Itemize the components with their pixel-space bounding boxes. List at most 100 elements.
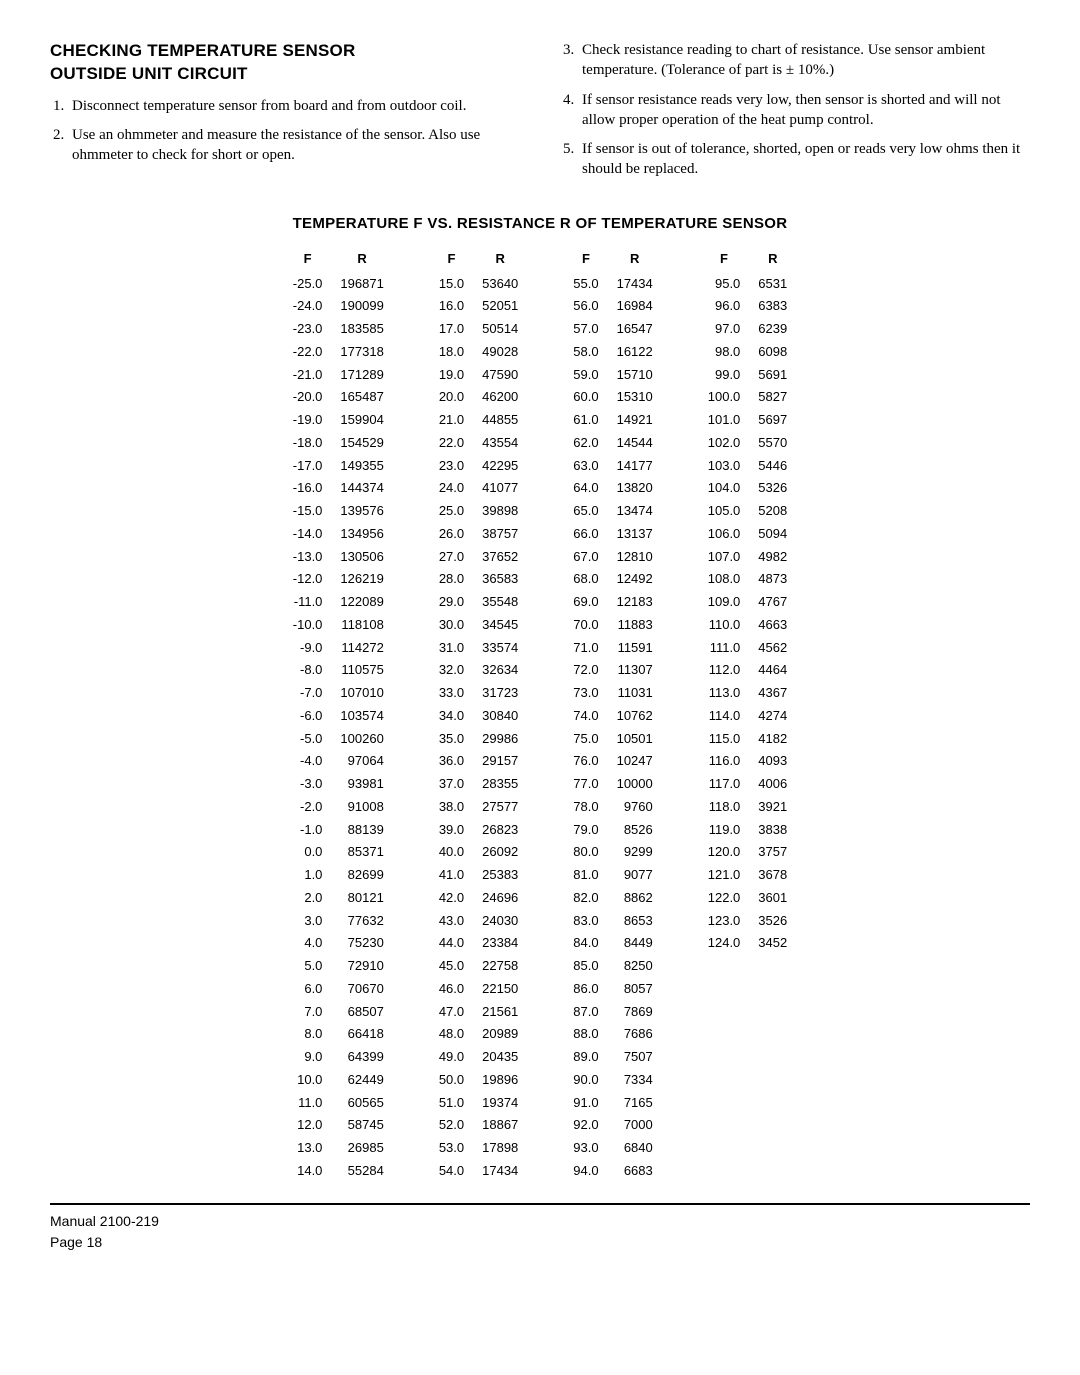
f-cell: 76.0 xyxy=(573,750,598,773)
f-cell: 31.0 xyxy=(439,637,464,660)
footer-manual: Manual 2100-219 xyxy=(50,1211,1030,1232)
r-cell: 8250 xyxy=(617,955,653,978)
r-cell: 5094 xyxy=(758,523,787,546)
r-cell: 93981 xyxy=(340,773,383,796)
r-cell: 32634 xyxy=(482,659,518,682)
r-cell: 14921 xyxy=(617,409,653,432)
r-cell: 91008 xyxy=(340,796,383,819)
r-cell: 3757 xyxy=(758,841,787,864)
f-cell: 10.0 xyxy=(293,1069,323,1092)
f-cell: 36.0 xyxy=(439,750,464,773)
r-cell: 5326 xyxy=(758,477,787,500)
r-cell: 37652 xyxy=(482,546,518,569)
f-cell: -25.0 xyxy=(293,273,323,296)
f-cell: 35.0 xyxy=(439,728,464,751)
f-cell: 89.0 xyxy=(573,1046,598,1069)
f-cell: -22.0 xyxy=(293,341,323,364)
r-cell: 16984 xyxy=(617,295,653,318)
r-cell: 43554 xyxy=(482,432,518,455)
f-cell: 98.0 xyxy=(708,341,741,364)
r-cell: 107010 xyxy=(340,682,383,705)
f-header: F xyxy=(293,248,323,273)
r-cell: 85371 xyxy=(340,841,383,864)
f-cell: -2.0 xyxy=(293,796,323,819)
r-cell: 82699 xyxy=(340,864,383,887)
r-cell: 114272 xyxy=(340,637,383,660)
f-cell: 81.0 xyxy=(573,864,598,887)
r-cell: 13474 xyxy=(617,500,653,523)
right-column: Check resistance reading to chart of res… xyxy=(560,40,1030,189)
f-cell: 39.0 xyxy=(439,819,464,842)
r-cell: 3678 xyxy=(758,864,787,887)
r-cell: 3921 xyxy=(758,796,787,819)
r-cell: 25383 xyxy=(482,864,518,887)
right-step-3: Check resistance reading to chart of res… xyxy=(578,40,1030,81)
f-cell: 110.0 xyxy=(708,614,741,637)
r-cell: 8526 xyxy=(617,819,653,842)
f-cell: -13.0 xyxy=(293,546,323,569)
f-cell: -3.0 xyxy=(293,773,323,796)
r-cell: 4093 xyxy=(758,750,787,773)
f-cell: 34.0 xyxy=(439,705,464,728)
r-cell: 8862 xyxy=(617,887,653,910)
column-pair-1: F15.016.017.018.019.020.021.022.023.024.… xyxy=(439,248,518,1183)
r-cell: 26092 xyxy=(482,841,518,864)
f-cell: -6.0 xyxy=(293,705,323,728)
left-column: CHECKING TEMPERATURE SENSOR OUTSIDE UNIT… xyxy=(50,40,520,189)
f-cell: -1.0 xyxy=(293,819,323,842)
r-cell: 60565 xyxy=(340,1092,383,1115)
r-cell: 11591 xyxy=(617,637,653,660)
f-cell: 53.0 xyxy=(439,1137,464,1160)
right-steps: Check resistance reading to chart of res… xyxy=(560,40,1030,180)
f-cell: 60.0 xyxy=(573,386,598,409)
r-cell: 3601 xyxy=(758,887,787,910)
footer: Manual 2100-219 Page 18 xyxy=(50,1211,1030,1253)
f-cell: 12.0 xyxy=(293,1114,323,1137)
r-cell: 177318 xyxy=(340,341,383,364)
f-cell: -23.0 xyxy=(293,318,323,341)
r-cell: 72910 xyxy=(340,955,383,978)
r-cell: 159904 xyxy=(340,409,383,432)
r-cell: 17434 xyxy=(482,1160,518,1183)
r-cell: 9299 xyxy=(617,841,653,864)
f-cell: 21.0 xyxy=(439,409,464,432)
r-cell: 165487 xyxy=(340,386,383,409)
f-cell: 9.0 xyxy=(293,1046,323,1069)
heading-line2: OUTSIDE UNIT CIRCUIT xyxy=(50,64,248,83)
r-cell: 10000 xyxy=(617,773,653,796)
f-cell: 75.0 xyxy=(573,728,598,751)
left-steps: Disconnect temperature sensor from board… xyxy=(50,96,520,166)
f-cell: 48.0 xyxy=(439,1023,464,1046)
f-cell: 47.0 xyxy=(439,1001,464,1024)
table-title: TEMPERATURE F VS. RESISTANCE R OF TEMPER… xyxy=(50,214,1030,234)
f-cell: 44.0 xyxy=(439,932,464,955)
r-cell: 4982 xyxy=(758,546,787,569)
f-cell: 111.0 xyxy=(708,637,741,660)
f-cell: 3.0 xyxy=(293,910,323,933)
f-cell: -12.0 xyxy=(293,568,323,591)
f-cell: 80.0 xyxy=(573,841,598,864)
r-cell: 24696 xyxy=(482,887,518,910)
f-cell: 113.0 xyxy=(708,682,741,705)
f-cell: 24.0 xyxy=(439,477,464,500)
r-cell: 16122 xyxy=(617,341,653,364)
resistance-table: F-25.0-24.0-23.0-22.0-21.0-20.0-19.0-18.… xyxy=(50,248,1030,1183)
f-cell: 57.0 xyxy=(573,318,598,341)
f-cell: 25.0 xyxy=(439,500,464,523)
r-cell: 70670 xyxy=(340,978,383,1001)
f-cell: -19.0 xyxy=(293,409,323,432)
r-cell: 12810 xyxy=(617,546,653,569)
r-cell: 3452 xyxy=(758,932,787,955)
r-cell: 8449 xyxy=(617,932,653,955)
f-cell: 15.0 xyxy=(439,273,464,296)
r-cell: 6531 xyxy=(758,273,787,296)
f-cell: -5.0 xyxy=(293,728,323,751)
r-cell: 16547 xyxy=(617,318,653,341)
r-cell: 97064 xyxy=(340,750,383,773)
r-cell: 7507 xyxy=(617,1046,653,1069)
section-heading: CHECKING TEMPERATURE SENSOR OUTSIDE UNIT… xyxy=(50,40,520,86)
r-cell: 68507 xyxy=(340,1001,383,1024)
f-cell: 58.0 xyxy=(573,341,598,364)
r-cell: 88139 xyxy=(340,819,383,842)
column-pair-3: F95.096.097.098.099.0100.0101.0102.0103.… xyxy=(708,248,787,1183)
